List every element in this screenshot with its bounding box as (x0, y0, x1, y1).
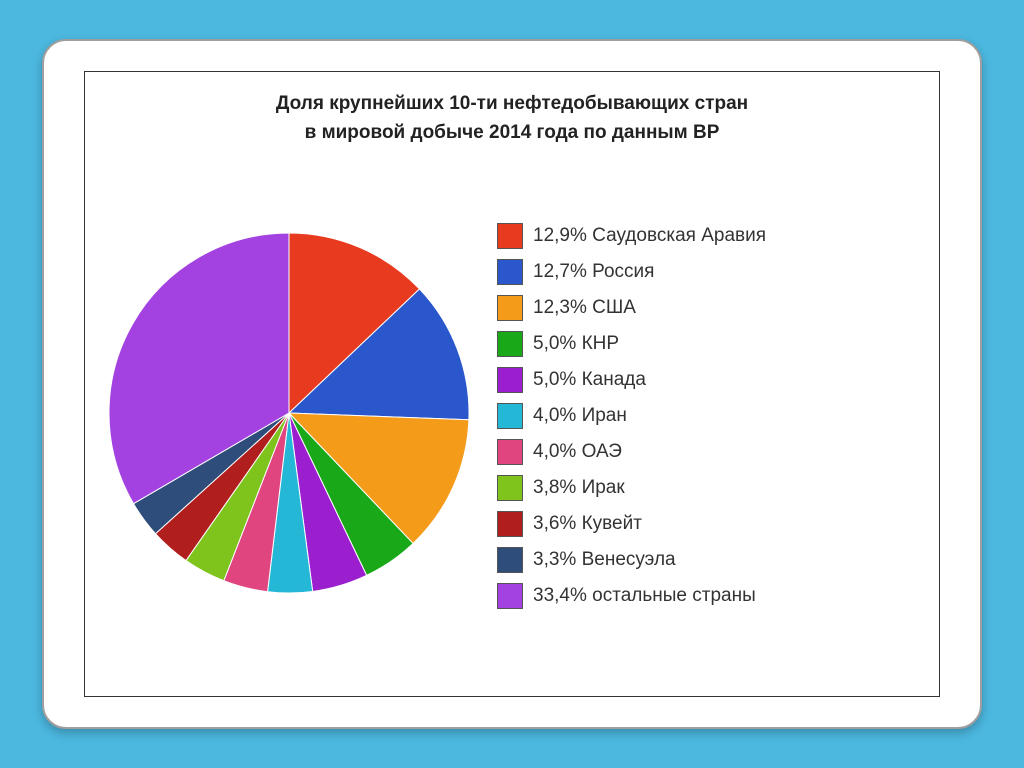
legend-swatch-8 (497, 511, 523, 537)
legend-row-3: 5,0% КНР (497, 331, 915, 357)
legend-swatch-10 (497, 583, 523, 609)
legend-swatch-2 (497, 295, 523, 321)
legend-swatch-6 (497, 439, 523, 465)
chart-frame: Доля крупнейших 10-ти нефтедобывающих ст… (84, 71, 940, 697)
legend-label-3: 5,0% КНР (533, 333, 619, 355)
legend-swatch-3 (497, 331, 523, 357)
legend-label-0: 12,9% Саудовская Аравия (533, 225, 766, 247)
legend: 12,9% Саудовская Аравия 12,7% Россия 12,3%… (497, 223, 915, 609)
legend-label-2: 12,3% США (533, 297, 636, 319)
legend-label-4: 5,0% Канада (533, 369, 646, 391)
legend-label-7: 3,8% Ирак (533, 477, 625, 499)
chart-title: Доля крупнейших 10-ти нефтедобывающих ст… (109, 90, 915, 147)
legend-label-8: 3,6% Кувейт (533, 513, 642, 535)
legend-swatch-9 (497, 547, 523, 573)
pie-chart (109, 233, 469, 598)
legend-row-9: 3,3% Венесуэла (497, 547, 915, 573)
legend-swatch-5 (497, 403, 523, 429)
chart-body: 12,9% Саудовская Аравия 12,7% Россия 12,3%… (109, 159, 915, 672)
legend-label-5: 4,0% Иран (533, 405, 627, 427)
legend-row-5: 4,0% Иран (497, 403, 915, 429)
legend-swatch-7 (497, 475, 523, 501)
legend-row-1: 12,7% Россия (497, 259, 915, 285)
legend-row-6: 4,0% ОАЭ (497, 439, 915, 465)
legend-row-10: 33,4% остальные страны (497, 583, 915, 609)
legend-label-10: 33,4% остальные страны (533, 585, 756, 607)
legend-row-0: 12,9% Саудовская Аравия (497, 223, 915, 249)
chart-title-line2: в мировой добыче 2014 года по данным BP (305, 122, 720, 143)
legend-row-4: 5,0% Канада (497, 367, 915, 393)
legend-row-7: 3,8% Ирак (497, 475, 915, 501)
chart-card: Доля крупнейших 10-ти нефтедобывающих ст… (42, 39, 982, 729)
legend-swatch-1 (497, 259, 523, 285)
legend-swatch-4 (497, 367, 523, 393)
legend-row-2: 12,3% США (497, 295, 915, 321)
stage-background: Доля крупнейших 10-ти нефтедобывающих ст… (0, 0, 1024, 768)
legend-label-9: 3,3% Венесуэла (533, 549, 676, 571)
legend-swatch-0 (497, 223, 523, 249)
legend-row-8: 3,6% Кувейт (497, 511, 915, 537)
chart-title-line1: Доля крупнейших 10-ти нефтедобывающих ст… (276, 93, 748, 114)
pie-svg (109, 233, 469, 593)
legend-label-6: 4,0% ОАЭ (533, 441, 622, 463)
legend-label-1: 12,7% Россия (533, 261, 654, 283)
